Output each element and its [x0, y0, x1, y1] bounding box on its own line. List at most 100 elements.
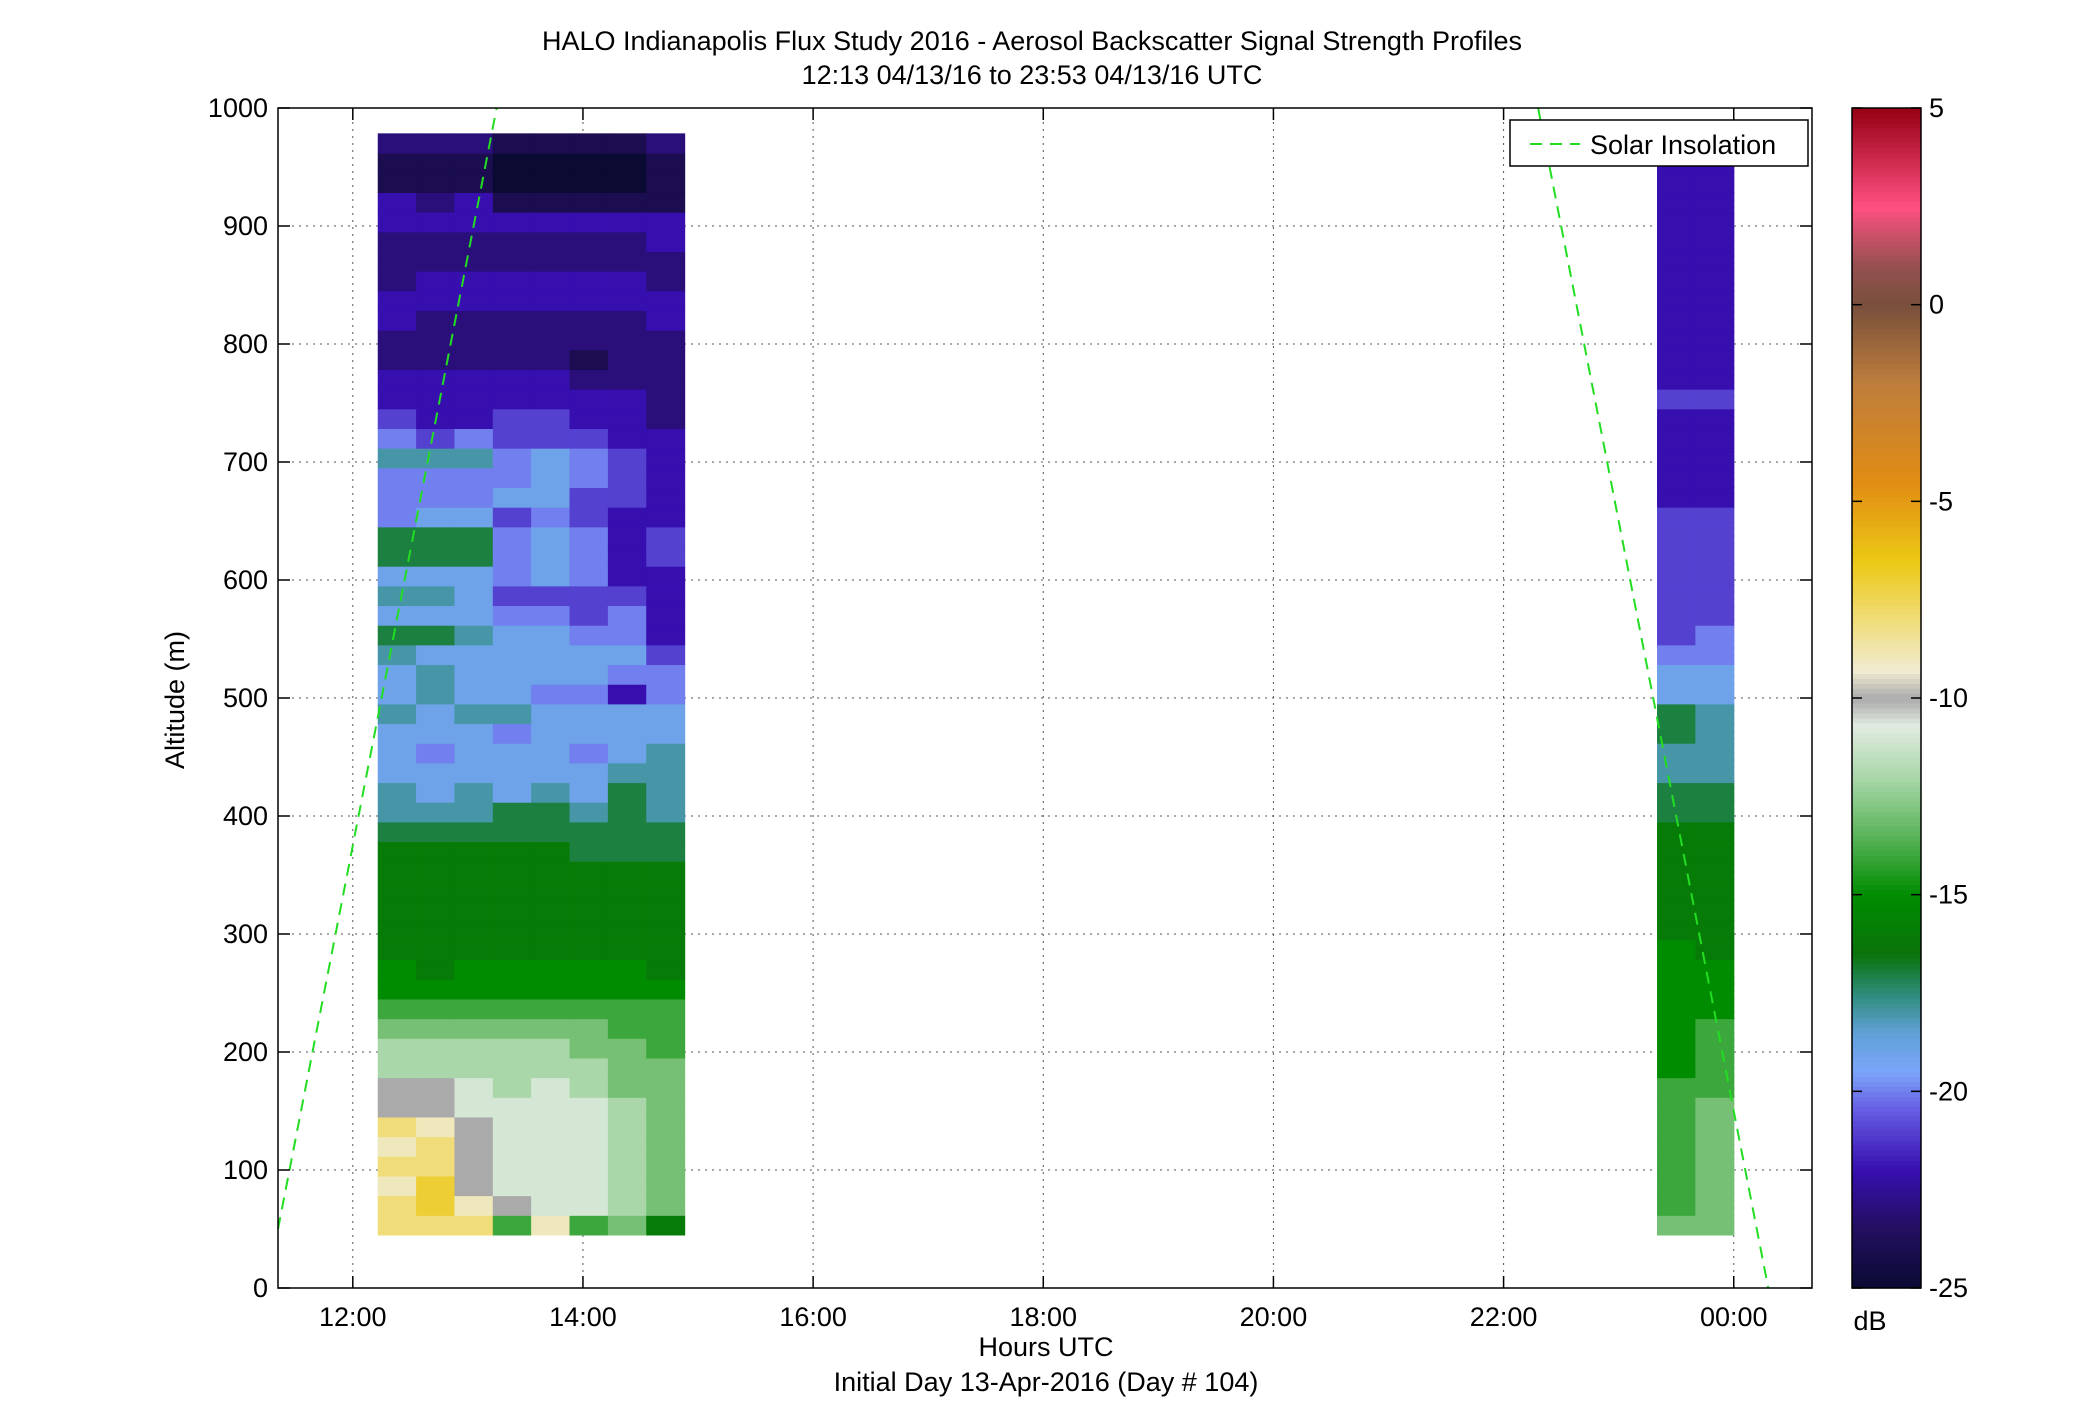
heatmap-cell	[531, 723, 571, 744]
colorbar-segment	[1852, 363, 1921, 370]
colorbar-segment	[1852, 280, 1921, 286]
heatmap-cell	[377, 684, 417, 705]
heatmap-cell	[492, 743, 532, 764]
heatmap-cell	[454, 1097, 494, 1118]
heatmap-cell	[531, 172, 571, 193]
heatmap-cell	[1695, 1038, 1735, 1059]
heatmap-cell	[607, 290, 647, 311]
heatmap-cell	[416, 1077, 456, 1098]
colorbar-segment	[1852, 452, 1921, 458]
heatmap-cell	[531, 526, 571, 548]
heatmap-cell	[607, 802, 647, 823]
colorbar-segment	[1852, 137, 1921, 144]
colorbar-segment	[1852, 924, 1921, 930]
heatmap-cell	[492, 644, 532, 666]
heatmap-cell	[646, 920, 686, 941]
heatmap-cell	[492, 900, 532, 921]
colorbar-segment	[1852, 663, 1921, 670]
colorbar-segment	[1852, 1243, 1921, 1250]
heatmap-cell	[607, 192, 647, 213]
heatmap-cell	[607, 841, 647, 862]
heatmap-cell	[569, 172, 609, 193]
heatmap-cell	[454, 526, 494, 548]
heatmap-cell	[454, 625, 494, 646]
heatmap-cell	[377, 625, 417, 646]
heatmap-cell	[1695, 998, 1735, 1020]
heatmap-cell	[569, 467, 609, 489]
heatmap-cell	[607, 1175, 647, 1197]
colorbar-segment	[1852, 668, 1921, 675]
heatmap-cell	[646, 251, 686, 272]
heatmap-cell	[416, 487, 456, 508]
colorbar-segment	[1852, 757, 1921, 763]
heatmap-cell	[1695, 428, 1735, 449]
heatmap-cell	[492, 290, 532, 311]
heatmap-cell	[607, 212, 647, 233]
heatmap-cell	[646, 664, 686, 685]
x-axis-sublabel: Initial Day 13-Apr-2016 (Day # 104)	[834, 1367, 1259, 1397]
colorbar-segment	[1852, 889, 1921, 896]
heatmap-cell	[531, 1038, 571, 1059]
heatmap-cell	[531, 920, 571, 941]
heatmap-cell	[646, 703, 686, 725]
heatmap-cell	[492, 369, 532, 390]
heatmap-cell	[454, 703, 494, 725]
colorbar-segment	[1852, 427, 1921, 434]
colorbar-segment	[1852, 171, 1921, 178]
colorbar-segment	[1852, 339, 1921, 345]
heatmap-cell	[607, 939, 647, 961]
chart-title: HALO Indianapolis Flux Study 2016 - Aero…	[542, 26, 1522, 56]
colorbar-segment	[1852, 1170, 1921, 1176]
heatmap-cell	[454, 605, 494, 626]
heatmap-cell	[607, 1018, 647, 1039]
plot-area	[277, 107, 1813, 1289]
heatmap-cell	[454, 821, 494, 843]
heatmap-cell	[377, 1195, 417, 1216]
heatmap-cell	[416, 448, 456, 469]
heatmap-cell	[454, 1175, 494, 1197]
heatmap-cell	[1657, 487, 1696, 508]
heatmap-cell	[377, 762, 417, 784]
heatmap-cell	[1657, 1057, 1696, 1079]
heatmap-cell	[416, 821, 456, 843]
colorbar-segment	[1852, 943, 1921, 950]
heatmap-cell	[377, 192, 417, 213]
heatmap-cell	[492, 467, 532, 489]
heatmap-cell	[1695, 408, 1735, 430]
heatmap-cell	[569, 231, 609, 252]
heatmap-cell	[607, 1136, 647, 1157]
heatmap-cell	[646, 684, 686, 705]
heatmap-cell	[377, 251, 417, 272]
heatmap-cell	[454, 566, 494, 587]
heatmap-cell	[454, 723, 494, 744]
heatmap-cell	[569, 310, 609, 331]
heatmap-cell	[454, 1116, 494, 1138]
colorbar-segment	[1852, 270, 1921, 276]
heatmap-cell	[1695, 566, 1735, 587]
heatmap-cell	[377, 507, 417, 528]
colorbar-segment	[1852, 1253, 1921, 1260]
heatmap-cell	[1695, 821, 1735, 843]
heatmap-cell	[492, 271, 532, 292]
heatmap-cell	[1695, 644, 1735, 666]
heatmap-cell	[607, 979, 647, 1000]
colorbar-segment	[1852, 466, 1921, 473]
heatmap-cell	[377, 1156, 417, 1177]
heatmap-cell	[531, 782, 571, 803]
heatmap-cell	[531, 1175, 571, 1197]
colorbar-segment	[1852, 884, 1921, 891]
heatmap-cell	[454, 1038, 494, 1059]
heatmap-cell	[1657, 585, 1696, 607]
heatmap-cell	[416, 566, 456, 587]
heatmap-cell	[1695, 310, 1735, 331]
heatmap-cell	[531, 546, 571, 567]
colorbar-segment	[1852, 929, 1921, 935]
heatmap-cell	[531, 428, 571, 449]
heatmap-cell	[454, 1215, 494, 1236]
heatmap-cell	[569, 330, 609, 351]
colorbar-segment	[1852, 791, 1921, 797]
heatmap-cell	[454, 900, 494, 921]
heatmap-cell	[1695, 389, 1735, 410]
heatmap-cell	[416, 1097, 456, 1118]
colorbar-segment	[1852, 988, 1921, 994]
